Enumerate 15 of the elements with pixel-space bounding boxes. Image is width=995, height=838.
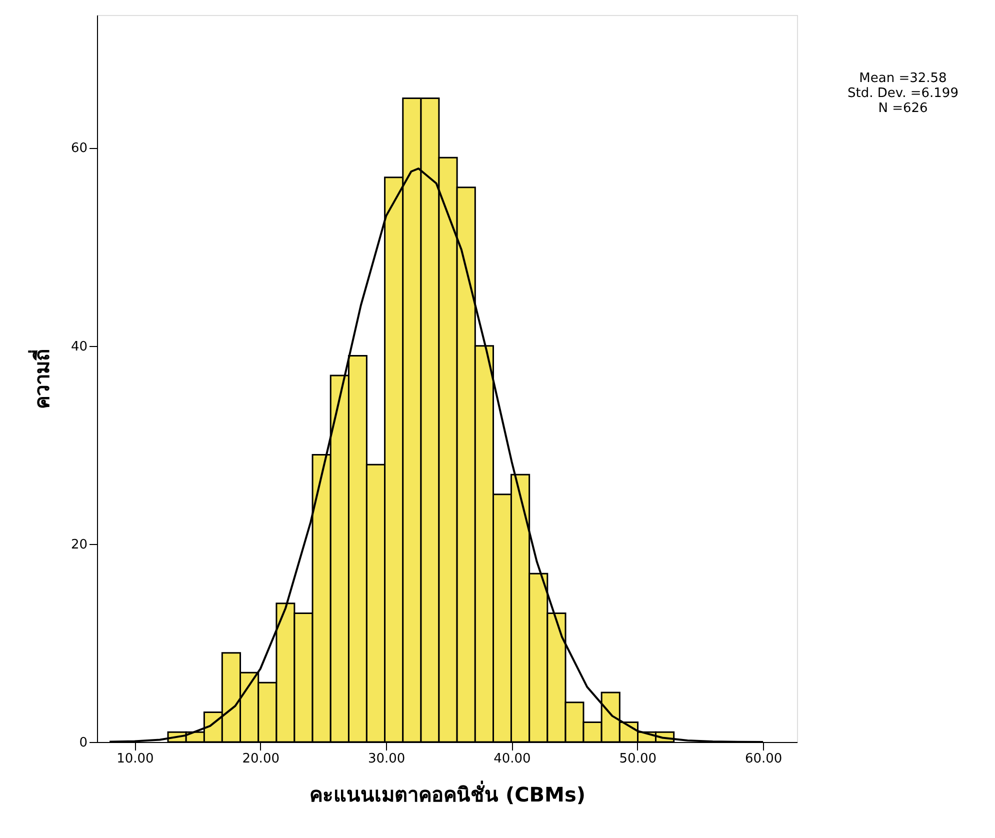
text: Std. Dev. =6.199 (848, 86, 958, 101)
y-tick-label: 60 (70, 141, 88, 156)
text: Mean =32.58 (859, 71, 947, 86)
x-tick-label: 10.00 (116, 752, 154, 766)
x-tick-label: 50.00 (619, 752, 657, 766)
x-tick-label: 20.00 (242, 752, 280, 766)
x-tick-label: 30.00 (368, 752, 406, 766)
x-axis-title: คะแนนเมตาคอคนิชั่น (CBMs) (310, 780, 586, 806)
y-tick-label: 20 (70, 537, 88, 552)
text: N =626 (878, 101, 928, 116)
y-tick-label: 40 (70, 339, 88, 354)
y-tick-label: 0 (79, 736, 88, 750)
x-tick-label: 60.00 (744, 752, 782, 766)
y-axis-title: ความถี่ (26, 349, 54, 409)
x-tick-label: 40.00 (494, 752, 531, 766)
